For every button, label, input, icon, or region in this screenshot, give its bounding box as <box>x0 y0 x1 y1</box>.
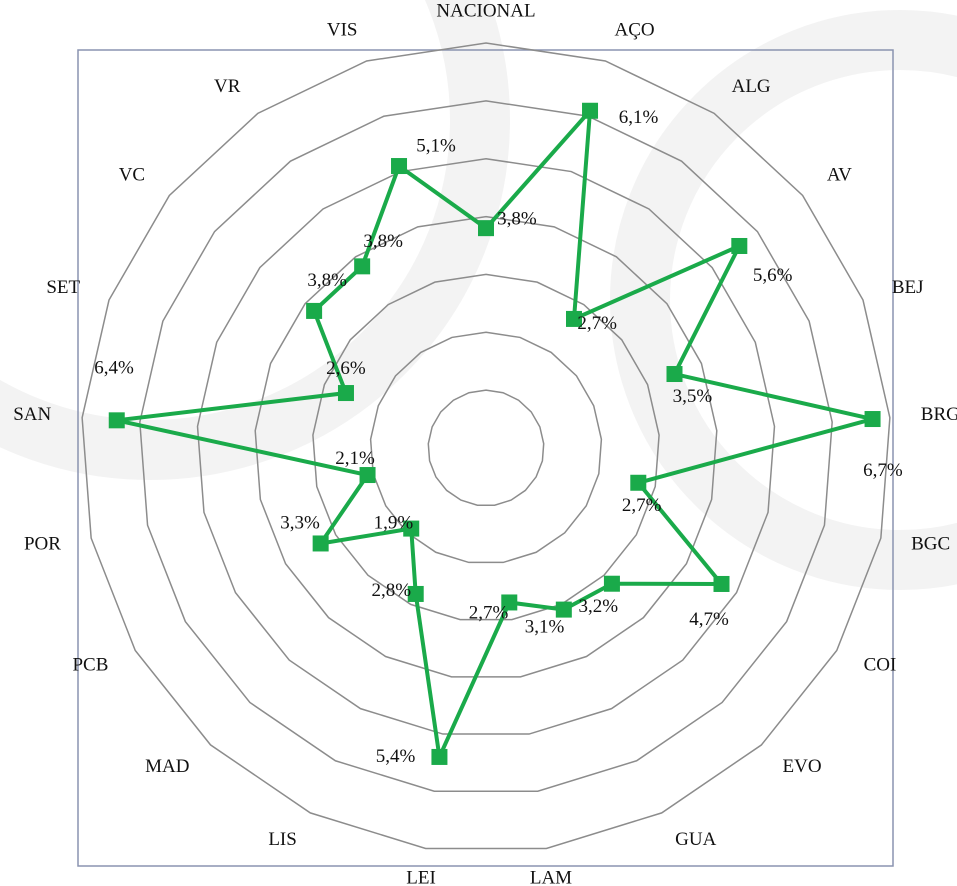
category-label: BEJ <box>892 277 924 298</box>
data-marker <box>630 474 647 491</box>
data-label: 2,7% <box>577 313 617 334</box>
data-label: 2,7% <box>469 603 509 624</box>
grid-ring <box>196 157 776 735</box>
grid-ring <box>369 331 603 564</box>
category-label: PCB <box>72 654 108 675</box>
data-label: 6,4% <box>94 357 134 378</box>
category-label: LEI <box>406 867 436 886</box>
data-marker <box>478 220 494 237</box>
grid-ring <box>254 215 718 678</box>
grid-ring <box>81 42 891 850</box>
data-label: 3,8% <box>307 270 347 291</box>
data-label: 3,2% <box>579 596 619 617</box>
category-label: EVO <box>783 756 822 777</box>
category-label: LIS <box>268 829 297 850</box>
data-marker <box>864 411 881 428</box>
data-label: 3,8% <box>363 231 403 252</box>
data-label: 6,7% <box>863 460 903 481</box>
grid-ring <box>312 273 660 621</box>
data-marker <box>555 601 572 618</box>
data-marker <box>403 520 420 537</box>
data-marker <box>359 467 376 484</box>
data-label: 5,1% <box>416 135 456 156</box>
data-label: 3,3% <box>280 513 320 534</box>
data-label: 3,1% <box>525 616 565 637</box>
data-marker <box>565 310 582 327</box>
category-label: POR <box>24 533 61 554</box>
grid-ring <box>427 389 545 506</box>
data-marker <box>582 102 599 119</box>
background-arc <box>610 10 957 590</box>
category-label: BGC <box>911 533 950 554</box>
category-label: VC <box>119 165 145 186</box>
data-label: 4,7% <box>689 609 729 630</box>
data-marker <box>108 412 125 429</box>
data-marker <box>391 158 408 175</box>
data-marker <box>431 748 448 765</box>
category-label: SAN <box>13 404 51 425</box>
data-marker <box>666 366 683 383</box>
category-label: NACIONAL <box>436 0 535 21</box>
data-marker <box>603 575 620 592</box>
data-marker <box>312 535 329 552</box>
data-marker <box>713 575 730 592</box>
data-marker <box>354 258 371 275</box>
category-label: MAD <box>145 756 189 777</box>
category-label: ALG <box>732 76 771 97</box>
grid-ring <box>139 100 833 793</box>
category-label: AÇO <box>615 20 655 41</box>
category-label: GUA <box>675 829 716 850</box>
category-label: BRG <box>921 404 957 425</box>
plot-frame <box>77 49 894 867</box>
category-label: SET <box>46 277 80 298</box>
category-label: COI <box>864 654 897 675</box>
data-label: 1,9% <box>374 513 414 534</box>
data-label: 5,4% <box>376 746 416 767</box>
category-label: AV <box>827 165 852 186</box>
category-label: LAM <box>530 867 572 886</box>
category-label: VIS <box>327 20 358 41</box>
data-label: 3,8% <box>497 209 537 230</box>
data-marker <box>337 385 354 402</box>
data-label: 2,7% <box>622 495 662 516</box>
data-label: 5,6% <box>753 265 793 286</box>
data-label: 3,5% <box>673 386 713 407</box>
data-label: 2,6% <box>326 358 366 379</box>
background-arc <box>0 0 510 480</box>
data-marker <box>407 585 424 602</box>
data-marker <box>306 302 323 319</box>
series-line <box>116 104 874 764</box>
category-label: VR <box>214 76 241 97</box>
data-label: 2,8% <box>371 580 411 601</box>
data-marker <box>501 594 518 611</box>
data-label: 2,1% <box>335 448 375 469</box>
data-label: 6,1% <box>619 107 659 128</box>
data-marker <box>731 237 748 254</box>
